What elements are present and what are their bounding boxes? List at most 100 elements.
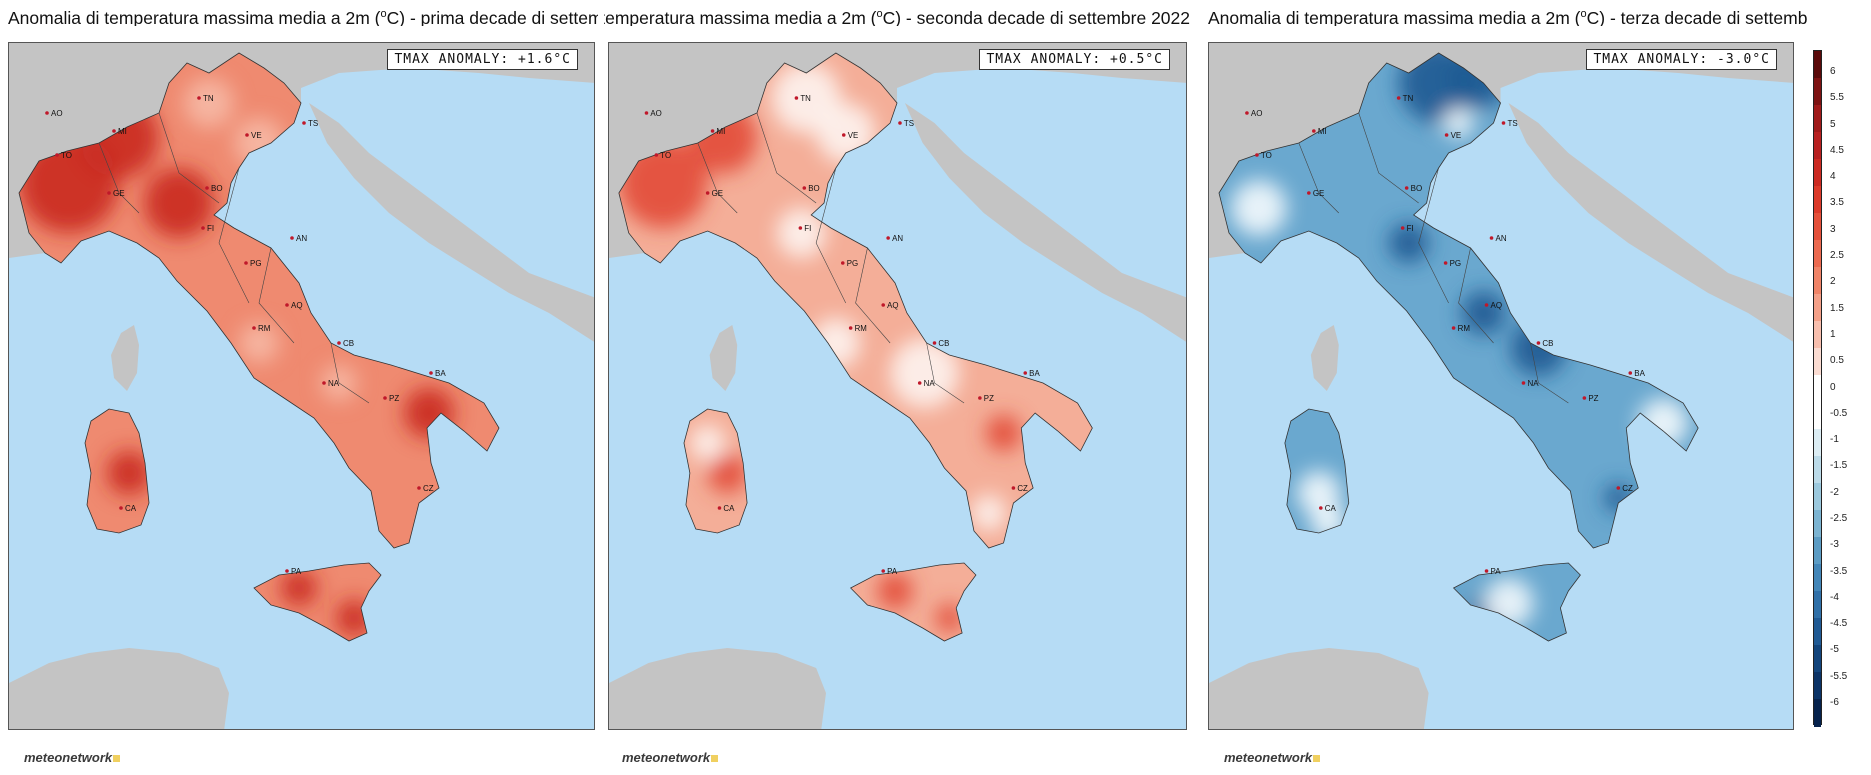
city-label-pa: PA [291,567,302,576]
city-dot-pz [978,396,982,400]
corsica-island [1310,325,1339,391]
colorbar-tick-label: -3 [1830,539,1839,551]
colorbar-segment [1814,240,1821,268]
colorbar-tick-label: 4 [1830,171,1836,183]
region-border-3 [1458,247,1494,344]
region-border-2 [218,167,250,304]
region-border-2 [815,167,846,304]
colorbar-segment [1814,348,1821,376]
map-panel-1: AO TO MI TN VE TS GE BO FI AN PG AQ RM CB NA BA PZ CZ PA CA… [8,42,595,730]
city-label-cb: CB [1542,339,1553,348]
city-dot-na [322,381,326,385]
colorbar-segment [1814,105,1821,133]
city-label-ts: TS [308,119,318,128]
colorbar-tick-label: 1 [1830,328,1836,340]
region-border-1 [1358,112,1419,204]
city-dot-aq [881,303,885,307]
city-dot-mi [112,129,116,133]
city-label-ba: BA [1029,369,1040,378]
city-dot-cb [1536,341,1541,345]
city-label-pa: PA [887,567,898,576]
colorbar-segment [1814,402,1821,430]
city-dot-mi [710,129,715,133]
city-label-bo: BO [1411,184,1423,193]
colorbar-tick-label: -1.5 [1830,460,1848,472]
city-label-tn: TN [800,94,811,103]
colorbar-segment [1814,699,1821,727]
city-dot-ts [898,121,902,125]
map-panel-3: AO TO MI TN VE TS GE BO FI AN PG AQ RM CB NA BA PZ CZ PA CA… [1208,42,1794,730]
city-label-pz: PZ [984,394,994,403]
colorbar-segment [1814,456,1821,484]
colorbar-segment [1814,132,1821,160]
city-label-an: AN [296,234,307,243]
panel-title-3: Anomalia di temperatura massima media a … [1208,7,1808,26]
region-border-4 [330,342,370,404]
colorbar-tick-label: 3 [1830,223,1836,235]
meteonetwork-logo-1: meteonetwork [24,750,121,765]
city-dot-an [1489,236,1494,240]
coastline-0 [1218,52,1699,549]
city-label-pz: PZ [389,394,399,403]
city-dot-rm [1451,326,1456,330]
city-dot-bo [205,186,209,190]
colorbar-tick-label: -3.5 [1830,565,1848,577]
city-dot-ve [841,133,846,137]
foreign-land-3 [1209,648,1429,729]
city-label-na: NA [924,379,936,388]
city-dot-to [654,153,659,157]
colorbar-tick-label: -4 [1830,591,1839,603]
colorbar-tick-label: 1.5 [1830,302,1844,314]
colorbar-tick-label: 3.5 [1830,197,1844,209]
colorbar-segment [1814,618,1821,646]
colorbar-tick-label: 4.5 [1830,144,1844,156]
city-dot-cz [1011,486,1016,490]
city-dot-ba [429,371,433,375]
city-label-aq: AQ [887,301,898,310]
city-dot-ao [644,111,649,115]
city-dot-ba [1023,371,1028,375]
colorbar-segment [1814,672,1821,700]
region-border-0 [1298,142,1339,214]
city-label-ba: BA [435,369,446,378]
region-border-0 [98,142,140,214]
city-label-pg: PG [1450,259,1462,268]
city-dot-rm [848,326,853,330]
city-dot-ts [1501,121,1506,125]
colorbar-tick-label: -1 [1830,434,1839,446]
colorbar-tick-label: -2.5 [1830,512,1848,524]
city-label-to: TO [660,151,671,160]
city-dot-aq [285,303,289,307]
city-label-na: NA [328,379,340,388]
region-border-1 [158,112,220,204]
city-dot-ts [302,121,306,125]
city-label-ao: AO [51,109,63,118]
colorbar-segment [1814,564,1821,592]
city-dot-ca [717,506,722,510]
city-dot-bo [1404,186,1409,190]
city-label-ge: GE [1313,189,1325,198]
city-label-mi: MI [717,127,726,136]
colorbar-tick-label: 0 [1830,381,1836,393]
coastline-1 [84,408,150,534]
foreign-land-3 [609,648,827,729]
city-dot-pg [1443,261,1448,265]
map-panel-2: AO TO MI TN VE TS GE BO FI AN PG AQ RM CB NA BA PZ CZ PA CA… [608,42,1187,730]
city-label-mi: MI [118,127,127,136]
region-border-3 [258,247,295,344]
region-border-2 [1418,167,1449,304]
colorbar-tick-label: 2.5 [1830,250,1844,262]
colorbar-tick-label: 2 [1830,276,1836,288]
colorbar-segment [1814,159,1821,187]
colorbar-tick-label: 5 [1830,118,1836,130]
city-label-ge: GE [712,189,723,198]
city-label-ts: TS [1507,119,1517,128]
city-dot-ao [1245,111,1249,115]
city-dot-bo [802,186,807,190]
anomaly-label-1: TMAX ANOMALY: +1.6°C [387,49,578,70]
region-border-3 [855,247,891,344]
map-3: AO TO MI TN VE TS GE BO FI AN PG AQ RM CB NA BA PZ CZ PA CA [1209,43,1793,729]
colorbar-segment [1814,51,1821,79]
city-label-cz: CZ [1017,484,1028,493]
map-1: AO TO MI TN VE TS GE BO FI AN PG AQ RM CB NA BA PZ CZ PA CA [9,43,594,729]
